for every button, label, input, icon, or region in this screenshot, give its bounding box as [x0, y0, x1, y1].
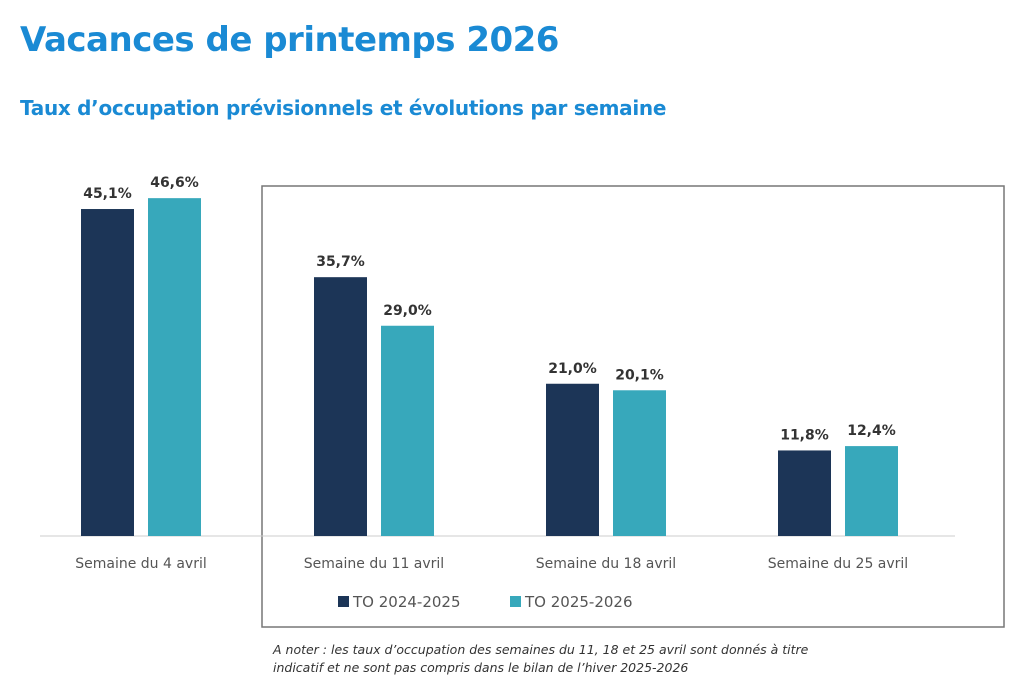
bar-2025-2026	[381, 325, 434, 536]
category-label: Semaine du 4 avril	[75, 556, 207, 572]
legend-swatch	[338, 596, 349, 607]
bar-2025-2026	[148, 198, 201, 536]
category-label: Semaine du 18 avril	[536, 556, 676, 572]
bar-2025-2026	[845, 446, 898, 536]
chart-subtitle: Taux d’occupation prévisionnels et évolu…	[20, 96, 667, 120]
data-label: 12,4%	[847, 423, 896, 439]
data-label: 46,6%	[150, 175, 199, 191]
indicative-weeks-box	[261, 185, 1005, 628]
data-label: 21,0%	[548, 361, 597, 377]
data-label: 29,0%	[383, 303, 432, 319]
bar-2024-2025	[778, 450, 831, 536]
chart-title: Vacances de printemps 2026	[20, 20, 559, 60]
footnote-line-2: indicatif et ne sont pas compris dans le…	[273, 660, 689, 675]
legend-label: TO 2024-2025	[352, 593, 461, 611]
bar-2024-2025	[81, 209, 134, 536]
footnote-line-1: A noter : les taux d’occupation des sema…	[273, 642, 809, 657]
legend-label: TO 2025-2026	[524, 593, 633, 611]
bar-2025-2026	[613, 390, 666, 536]
category-label: Semaine du 11 avril	[304, 556, 444, 572]
data-label: 20,1%	[615, 367, 664, 383]
data-label: 45,1%	[83, 186, 132, 202]
footnote: A noter : les taux d’occupation des sema…	[273, 641, 913, 677]
bar-2024-2025	[314, 277, 367, 536]
legend-swatch	[510, 596, 521, 607]
legend: TO 2024-2025 TO 2025-2026	[338, 593, 633, 611]
bar-2024-2025	[546, 383, 599, 536]
data-label: 11,8%	[780, 427, 829, 443]
data-label: 35,7%	[316, 254, 365, 270]
category-label: Semaine du 25 avril	[768, 556, 908, 572]
